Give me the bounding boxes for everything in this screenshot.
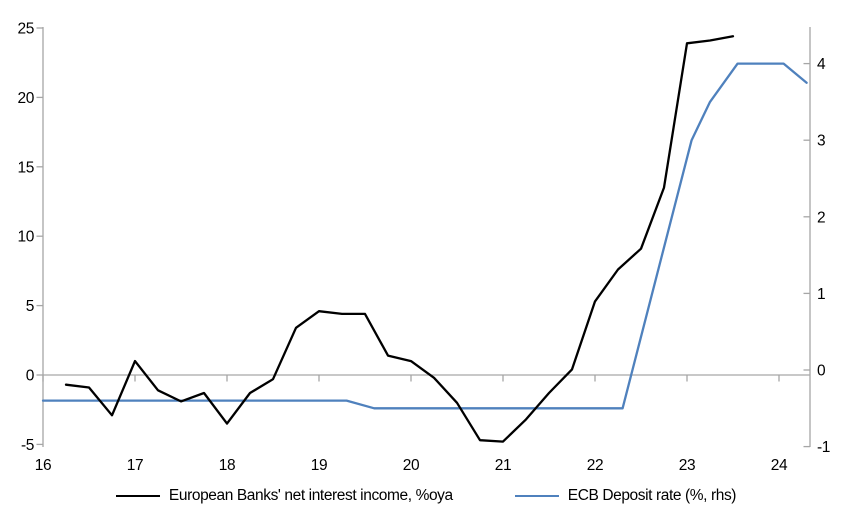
- left-axis-tick-label: 5: [26, 298, 34, 315]
- legend-item-net-interest-income: European Banks' net interest income, %oy…: [115, 487, 453, 505]
- left-axis-tick-label: 25: [18, 21, 34, 38]
- x-axis-tick-label: 17: [127, 457, 143, 474]
- right-axis-tick-label: 0: [817, 363, 826, 380]
- right-axis-tick-label: 2: [817, 209, 825, 226]
- legend-label-net-interest-income: European Banks' net interest income, %oy…: [168, 487, 453, 504]
- chart-legend: European Banks' net interest income, %oy…: [0, 487, 852, 505]
- x-axis-tick-label: 18: [219, 457, 235, 474]
- right-axis-tick-label: -1: [817, 439, 830, 456]
- x-axis-tick-label: 16: [35, 457, 51, 474]
- right-axis-tick-label: 1: [817, 286, 825, 303]
- left-axis-tick-label: -5: [21, 437, 34, 454]
- left-axis-tick-label: 10: [18, 229, 35, 246]
- legend-item-ecb-deposit-rate: ECB Deposit rate (%, rhs): [514, 487, 737, 505]
- left-axis-tick-label: 15: [18, 159, 34, 176]
- x-axis-tick-label: 22: [587, 457, 603, 474]
- x-axis-tick-label: 21: [495, 457, 511, 474]
- x-axis-tick-label: 23: [679, 457, 695, 474]
- left-axis-tick-label: 0: [26, 368, 35, 385]
- series-line-european-banks-nii: [64, 35, 735, 443]
- x-axis-tick-label: 24: [771, 457, 788, 474]
- x-axis-tick-label: 19: [311, 457, 327, 474]
- left-axis-tick-label: 20: [18, 90, 35, 107]
- legend-line-sample-black: [115, 495, 160, 497]
- x-axis-tick-label: 20: [403, 457, 420, 474]
- legend-label-ecb-deposit-rate: ECB Deposit rate (%, rhs): [567, 487, 737, 504]
- series-line-ecb-deposit-rate: [41, 62, 808, 410]
- legend-line-sample-blue: [514, 495, 559, 497]
- right-axis-tick-label: 4: [817, 56, 826, 73]
- right-axis-tick-label: 3: [817, 133, 825, 150]
